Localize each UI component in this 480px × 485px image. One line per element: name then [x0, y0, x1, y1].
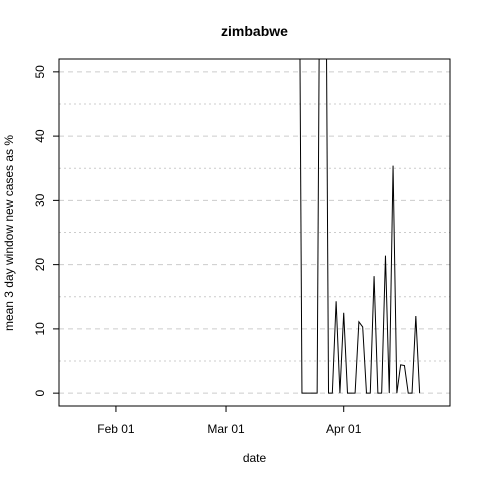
- plot-frame: [58, 58, 451, 407]
- y-tick-label: 40: [33, 129, 47, 143]
- series-line: [299, 59, 421, 394]
- y-tick-label: 0: [33, 389, 47, 396]
- x-axis-label: date: [243, 451, 267, 465]
- y-axis-label: mean 3 day window new cases as %: [2, 135, 16, 331]
- chart-title: zimbabwe: [221, 23, 288, 39]
- series-layer: [299, 59, 421, 394]
- y-tick-label: 50: [33, 65, 47, 79]
- y-tick-label: 10: [33, 322, 47, 336]
- grid-lines: [59, 71, 450, 394]
- x-axis: Feb 01 Mar 01 Apr 01: [97, 406, 362, 436]
- y-tick-label: 30: [33, 193, 47, 207]
- y-axis: 0 10 20 30 40 50: [33, 65, 59, 396]
- x-tick-label: Feb 01: [97, 422, 135, 436]
- x-tick-label: Apr 01: [326, 422, 362, 436]
- y-tick-label: 20: [33, 258, 47, 272]
- x-tick-label: Mar 01: [207, 422, 245, 436]
